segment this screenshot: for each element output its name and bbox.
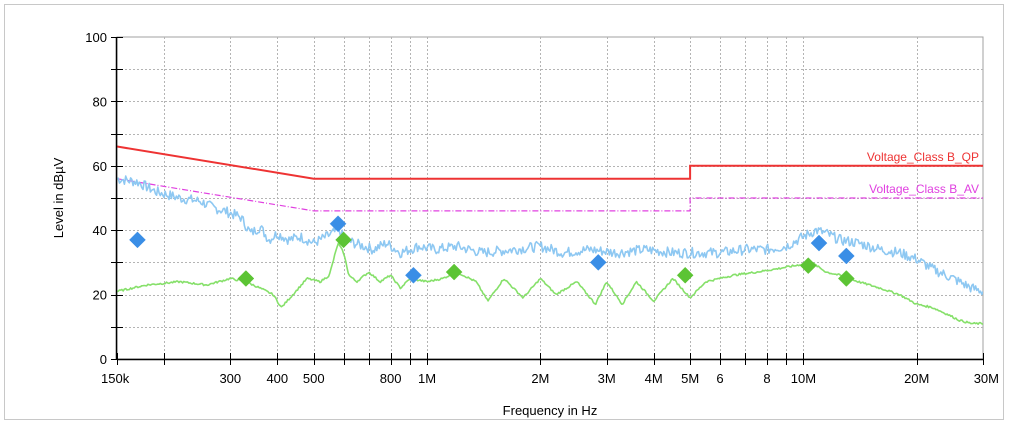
y-axis-label: Level in dBµV — [51, 157, 66, 238]
x-tick-label: 400 — [266, 371, 288, 386]
av-marker — [237, 270, 255, 287]
qp-marker — [589, 254, 607, 271]
peak-trace — [117, 175, 983, 296]
x-tick-label: 300 — [219, 371, 241, 386]
y-tick-label: 60 — [93, 159, 107, 174]
qp-limit-line — [117, 145, 983, 180]
axes — [111, 37, 984, 365]
x-tick-label: 800 — [380, 371, 402, 386]
av-marker — [445, 263, 463, 281]
av-marker — [335, 231, 352, 249]
limit-lines — [117, 145, 983, 212]
y-tick-label: 80 — [93, 94, 107, 109]
av-marker — [676, 266, 694, 284]
av-marker — [799, 257, 817, 274]
av-limit-line — [117, 178, 983, 212]
x-tick-label: 6 — [716, 371, 723, 386]
av-marker — [837, 270, 855, 287]
x-tick-label: 5M — [681, 371, 699, 386]
x-tick-label: 20M — [904, 371, 929, 386]
x-tick-label: 150k — [101, 371, 130, 386]
emi-spectrum-chart: 150k 300 400 500 800 1M 2M 3M 4M 5M 6 8 10M 20M 30M 0 2… — [51, 30, 999, 418]
markers — [129, 215, 855, 287]
x-axis-label: Frequency in Hz — [503, 403, 598, 418]
x-tick-label: 8 — [763, 371, 770, 386]
x-tick-label: 1M — [418, 371, 436, 386]
x-tick-label: 3M — [598, 371, 616, 386]
y-tick-labels: 0 20 40 60 80 100 — [85, 30, 107, 367]
x-tick-label: 4M — [645, 371, 663, 386]
limit-labels: Voltage_Class B_QP Voltage_Class B_AV — [867, 150, 979, 196]
x-tick-label: 30M — [974, 371, 999, 386]
x-tick-label: 2M — [531, 371, 549, 386]
qp-marker — [810, 234, 828, 252]
chart-frame: 150k 300 400 500 800 1M 2M 3M 4M 5M 6 8 10M 20M 30M 0 2… — [4, 4, 1004, 420]
qp-limit-label: Voltage_Class B_QP — [867, 150, 979, 164]
y-tick-label: 0 — [100, 352, 107, 367]
average-trace — [117, 242, 983, 326]
y-tick-label: 100 — [85, 30, 107, 45]
qp-marker — [329, 215, 347, 233]
qp-marker — [405, 266, 422, 284]
y-tick-label: 40 — [93, 223, 107, 238]
x-tick-label: 10M — [791, 371, 816, 386]
y-tick-label: 20 — [93, 288, 107, 303]
av-limit-label: Voltage_Class B_AV — [869, 182, 979, 196]
x-tick-labels: 150k 300 400 500 800 1M 2M 3M 4M 5M 6 8 10M 20M 30M — [101, 371, 999, 386]
traces — [117, 175, 983, 326]
x-tick-label: 500 — [303, 371, 325, 386]
qp-marker — [837, 247, 855, 265]
qp-marker — [129, 231, 146, 249]
